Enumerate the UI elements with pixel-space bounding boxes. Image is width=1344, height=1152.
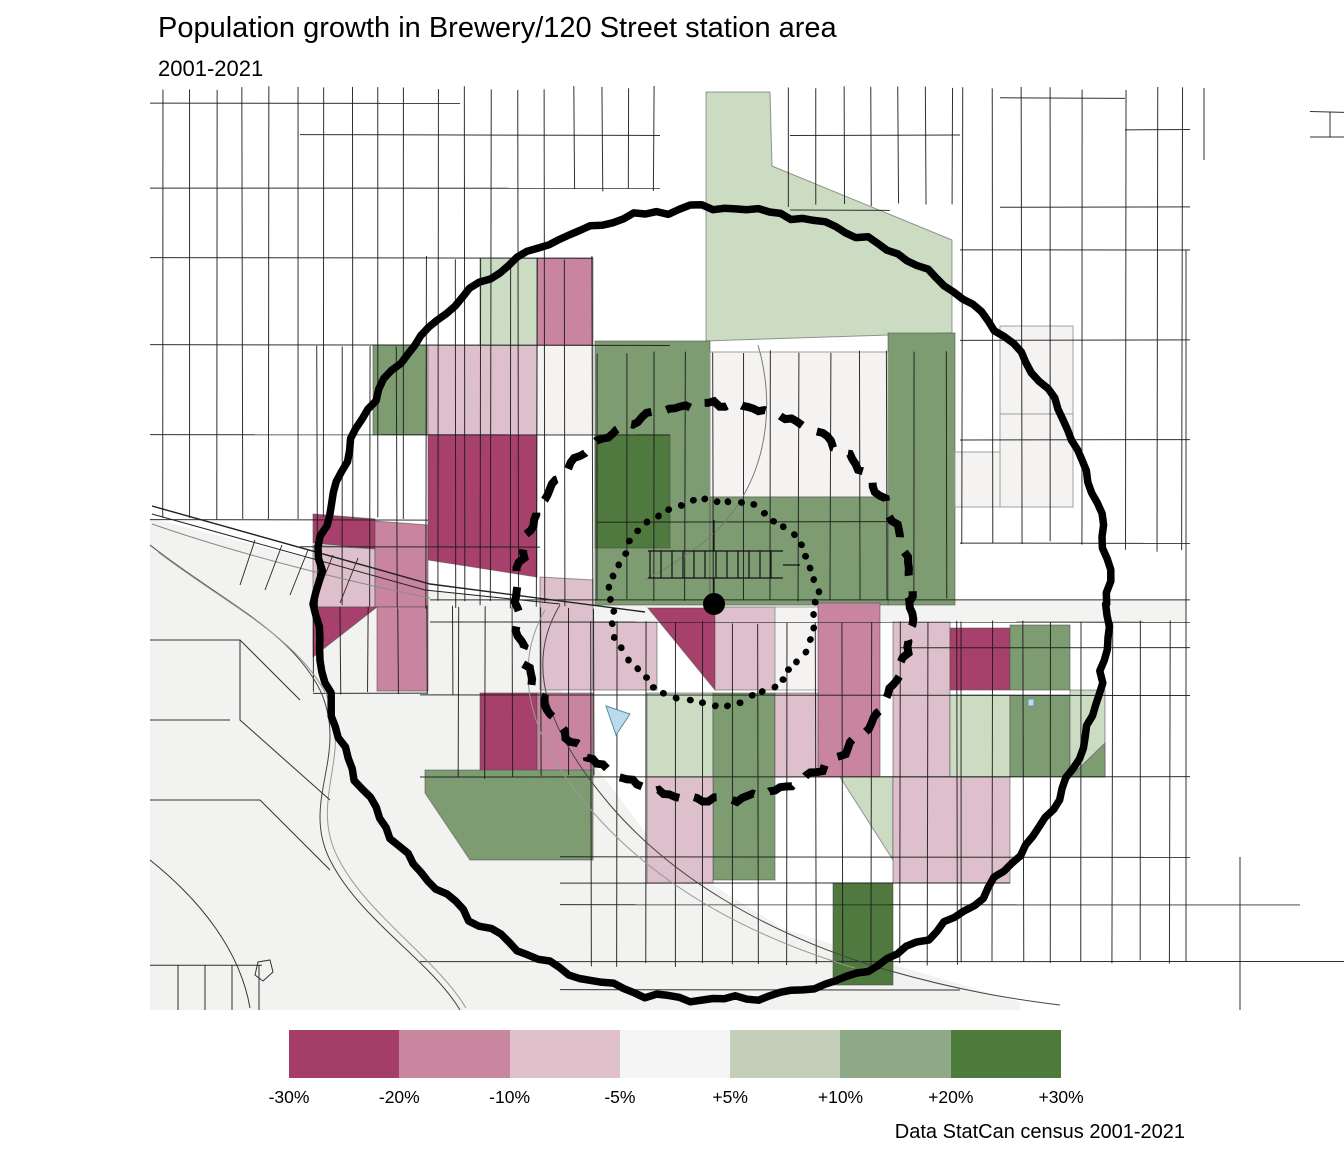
census-tract <box>774 692 819 778</box>
census-tract <box>839 776 894 862</box>
census-tract <box>705 91 953 342</box>
legend-tick-label: +5% <box>712 1087 748 1107</box>
census-tract <box>1009 694 1071 778</box>
page-title: Population growth in Brewery/120 Street … <box>158 12 837 44</box>
census-tract <box>646 607 716 692</box>
legend-swatch <box>840 1030 951 1078</box>
legend-swatch <box>619 1030 731 1078</box>
legend-swatch <box>289 1030 400 1078</box>
census-tract <box>594 434 671 549</box>
legend-tick-label: -5% <box>604 1087 636 1107</box>
legend-swatch <box>509 1030 620 1078</box>
legend-tick-label: -10% <box>489 1087 531 1107</box>
page-subtitle: 2001-2021 <box>158 56 264 81</box>
station-platform-lot <box>648 520 800 600</box>
legend-tick-labels: -30% -20% -10% -5% +5% +10% +20% +30% <box>0 1087 1344 1111</box>
census-tract <box>376 606 429 692</box>
census-tract <box>887 332 956 606</box>
legend-tick-label: +10% <box>817 1087 864 1107</box>
census-tract <box>427 344 538 436</box>
legend-tick-label: +20% <box>928 1087 974 1107</box>
census-tract-polygons <box>312 91 1106 986</box>
data-source-caption: Data StatCan census 2001-2021 <box>894 1121 1185 1143</box>
radius-ring-outer <box>309 200 1115 1006</box>
color-scale-legend <box>289 1030 1061 1078</box>
station-marker <box>703 593 725 615</box>
census-tract <box>539 576 594 691</box>
census-tract <box>999 413 1074 508</box>
census-tract <box>954 451 1001 508</box>
small-pond <box>1027 698 1035 707</box>
street-grid <box>149 86 1344 1010</box>
census-tract <box>1009 624 1071 691</box>
census-tract <box>714 606 776 691</box>
legend-tick-label: -30% <box>268 1087 310 1107</box>
census-tract <box>949 694 1011 778</box>
pond <box>605 705 631 737</box>
radius-ring-inner-dotted <box>604 492 823 712</box>
legend-swatch <box>399 1030 510 1078</box>
census-tract <box>536 257 594 346</box>
census-tract <box>424 769 594 861</box>
radius-ring-middle-dashed <box>510 396 918 807</box>
census-tract <box>479 257 538 346</box>
census-tract <box>374 520 429 608</box>
legend-tick-label: -20% <box>378 1087 420 1107</box>
legend-swatch <box>950 1030 1061 1078</box>
legend-swatch <box>730 1030 841 1078</box>
census-tract <box>479 692 538 778</box>
census-tract <box>892 621 951 778</box>
census-tract <box>949 627 1011 691</box>
legend-tick-label: +30% <box>1038 1087 1084 1107</box>
census-tract <box>712 692 776 881</box>
curved-road <box>644 344 768 581</box>
